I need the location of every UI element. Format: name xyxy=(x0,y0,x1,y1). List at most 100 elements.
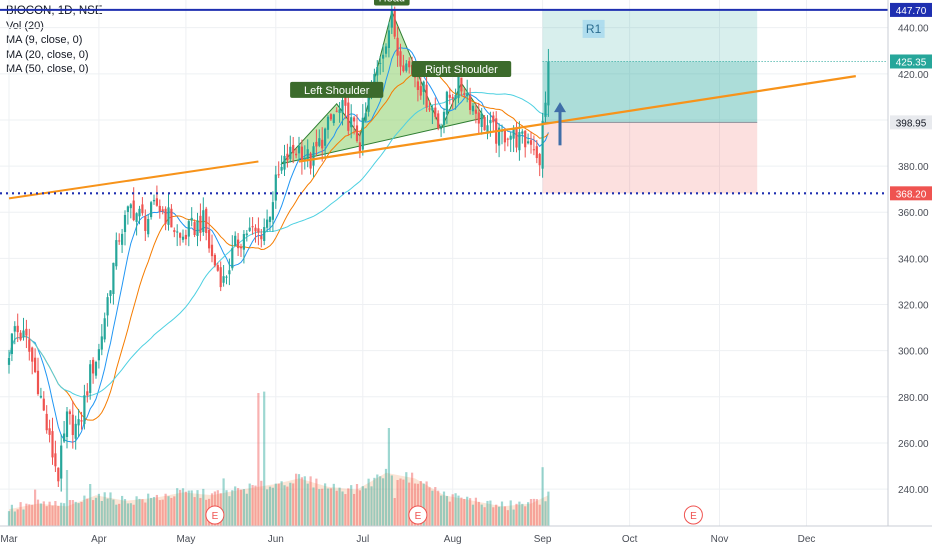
candle-body xyxy=(506,138,509,140)
indicator-ma50[interactable]: MA (50, close, 0) xyxy=(6,63,89,75)
entry-price-tag-box xyxy=(890,115,932,130)
volume-bar xyxy=(10,504,13,526)
volume-bar xyxy=(121,495,124,526)
candle-body xyxy=(416,81,419,91)
volume-bar xyxy=(34,489,37,526)
volume-bar xyxy=(379,476,382,526)
volume-bar xyxy=(425,481,428,526)
candle-body xyxy=(544,102,547,117)
candle-body xyxy=(266,219,269,228)
volume-bar xyxy=(123,499,127,526)
candle-body xyxy=(353,117,356,122)
candle-body xyxy=(196,220,199,236)
candle-body xyxy=(335,110,338,112)
volume-bar xyxy=(28,504,31,526)
volume-bar xyxy=(326,488,330,526)
indicator-ma9[interactable]: MA (9, close, 0) xyxy=(6,34,83,46)
candle-body xyxy=(60,445,63,479)
candle-body xyxy=(77,419,80,426)
candle-body xyxy=(361,117,364,150)
candle-body xyxy=(524,130,527,148)
earnings-marker[interactable] xyxy=(683,505,703,525)
candle-body xyxy=(155,198,158,206)
earnings-marker[interactable] xyxy=(408,505,428,525)
chart-legend: BIOCON, 1D, NSE Vol (20) MA (9, close, 0… xyxy=(6,4,103,77)
volume-bar xyxy=(396,480,399,526)
volume-bars xyxy=(7,391,550,526)
candle-body xyxy=(150,202,153,218)
candle-body xyxy=(199,215,202,233)
volume-bar xyxy=(245,493,248,526)
y-tick-label: 340.00 xyxy=(898,254,929,265)
volume-bar xyxy=(268,486,272,526)
candle-body xyxy=(289,146,292,159)
volume-bar xyxy=(77,503,80,526)
candle-body xyxy=(477,112,480,124)
candle-body xyxy=(355,125,359,142)
candle-body xyxy=(173,230,176,233)
volume-bar xyxy=(411,472,414,526)
candle-body xyxy=(471,105,475,112)
candle-body xyxy=(22,330,25,337)
volume-bar xyxy=(469,498,472,526)
candle-body xyxy=(121,233,124,245)
candle-body xyxy=(344,95,347,106)
candle-body xyxy=(170,208,173,228)
x-tick-label: Jul xyxy=(356,534,369,545)
candle-body xyxy=(292,144,295,154)
candle-body xyxy=(419,86,422,96)
volume-bar xyxy=(341,491,344,526)
volume-bar xyxy=(234,486,237,526)
volume-bar xyxy=(228,496,231,526)
volume-bar xyxy=(109,492,112,526)
candle-body xyxy=(179,233,182,238)
volume-bar xyxy=(80,501,83,526)
candle-body xyxy=(118,240,121,242)
candle-body xyxy=(19,332,22,340)
candle-body xyxy=(254,227,257,232)
volume-bar xyxy=(31,504,34,526)
candle-body xyxy=(225,276,228,278)
candle-body xyxy=(115,240,118,267)
volume-bar xyxy=(7,511,11,526)
y-tick-label: 380.00 xyxy=(898,162,929,173)
volume-bar xyxy=(390,475,393,526)
candle-body xyxy=(306,149,309,160)
volume-bar xyxy=(184,491,187,526)
candle-body xyxy=(469,95,472,111)
candle-body xyxy=(167,207,170,225)
neckline xyxy=(298,75,856,163)
x-tick-label: Sep xyxy=(534,534,552,545)
volume-bar xyxy=(515,503,518,526)
earnings-marker[interactable] xyxy=(205,505,225,525)
symbol-title[interactable]: BIOCON, 1D, NSE xyxy=(6,5,103,17)
candle-body xyxy=(437,113,440,129)
volume-bar xyxy=(367,478,370,526)
candle-body xyxy=(521,131,524,134)
candle-body xyxy=(538,154,541,166)
candle-body xyxy=(454,95,457,100)
candle-body xyxy=(13,326,16,332)
candle-body xyxy=(260,236,263,240)
x-tick-label: Jun xyxy=(268,534,284,545)
x-tick-label: Dec xyxy=(798,534,816,545)
candle-body xyxy=(213,254,216,266)
arrow-up-icon xyxy=(554,102,566,113)
last-price-tag: 425.35 xyxy=(896,57,927,68)
indicator-volume[interactable]: Vol (20) xyxy=(6,19,44,32)
volume-bar xyxy=(445,496,448,526)
indicator-ma20[interactable]: MA (20, close, 0) xyxy=(6,48,89,61)
volume-bar xyxy=(382,478,385,526)
volume-bar xyxy=(271,487,274,526)
volume-bar xyxy=(97,493,100,526)
candle-body xyxy=(399,51,402,67)
volume-bar xyxy=(344,494,347,526)
volume-bar xyxy=(274,483,277,526)
candle-body xyxy=(283,155,286,170)
volume-bar xyxy=(289,482,292,526)
x-tick-label: Apr xyxy=(91,534,107,545)
volume-bar xyxy=(434,487,437,526)
volume-bar xyxy=(489,500,492,526)
volume-bar xyxy=(321,488,324,526)
